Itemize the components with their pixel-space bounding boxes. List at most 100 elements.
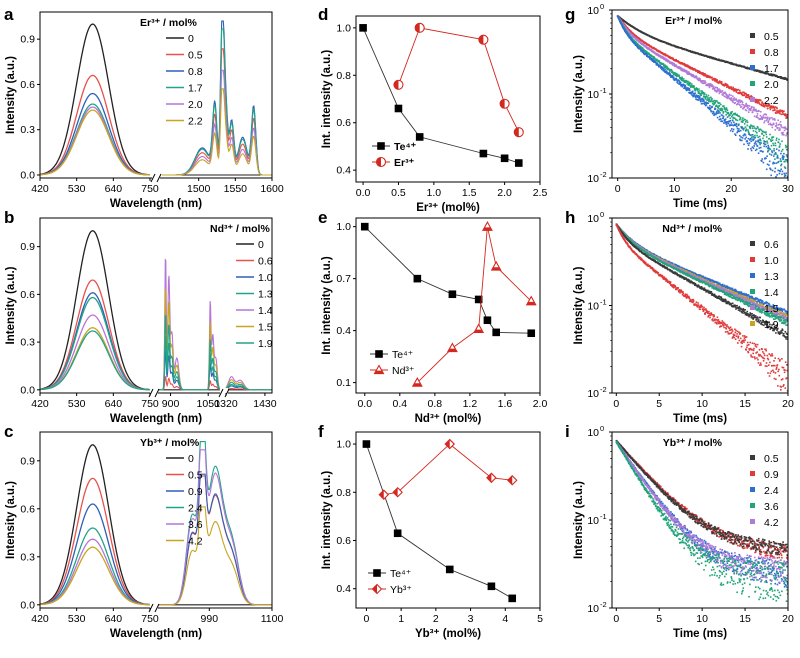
data-point	[710, 96, 712, 99]
data-point	[773, 150, 775, 152]
data-point	[738, 292, 741, 294]
data-point	[757, 304, 759, 307]
data-point	[785, 78, 788, 80]
data-point	[754, 136, 756, 139]
data-point	[780, 113, 783, 116]
data-point	[786, 310, 788, 313]
data-point	[778, 307, 780, 310]
data-point	[678, 75, 681, 78]
data-point	[715, 86, 717, 89]
data-point	[697, 78, 699, 80]
data-point	[725, 93, 727, 95]
legend-entry: 0	[258, 239, 264, 251]
x-tick-label: 0.0	[356, 187, 371, 199]
data-point	[765, 145, 768, 148]
data-point	[754, 130, 757, 133]
data-point	[780, 164, 782, 167]
legend-entry: 0.8	[188, 66, 203, 78]
data-point	[772, 105, 775, 108]
data-point	[707, 102, 709, 104]
data-point	[669, 55, 671, 58]
data-point	[730, 94, 732, 97]
data-point	[756, 102, 759, 104]
series-line-nir-0.9	[158, 473, 272, 606]
data-point	[716, 87, 718, 89]
data-point	[739, 139, 742, 142]
data-point	[731, 98, 733, 100]
data-point	[765, 305, 768, 307]
data-marker-fill	[514, 127, 519, 137]
data-point	[754, 141, 757, 144]
data-point	[782, 312, 784, 315]
data-point	[746, 302, 749, 305]
data-point	[737, 294, 740, 297]
data-point	[762, 102, 764, 105]
series-line-0	[40, 23, 150, 176]
x-tick-label: 1.2	[463, 398, 478, 410]
data-point	[783, 313, 786, 315]
data-point	[767, 305, 769, 307]
data-marker	[359, 24, 367, 32]
data-point	[745, 130, 747, 132]
data-point	[760, 308, 762, 310]
data-point	[746, 294, 748, 297]
y-tick-label-exponent: -1	[600, 86, 607, 95]
data-point	[745, 109, 748, 112]
data-point	[659, 256, 661, 259]
data-point	[688, 81, 690, 83]
data-point	[768, 118, 771, 120]
data-point	[723, 105, 725, 107]
data-point	[738, 123, 740, 125]
data-point	[678, 269, 680, 271]
data-point	[703, 281, 706, 284]
data-point	[679, 81, 682, 84]
data-point	[700, 103, 703, 105]
data-point	[746, 304, 749, 307]
data-point	[655, 62, 657, 64]
data-point	[755, 100, 758, 102]
data-point	[686, 64, 689, 67]
y-tick-label: 0.9	[20, 455, 35, 467]
x-tick-label: 1.6	[498, 398, 513, 410]
x-tick-label: 20	[725, 183, 737, 195]
data-point	[786, 161, 788, 163]
data-point	[715, 112, 717, 115]
data-point	[689, 86, 692, 88]
legend-entry: 1.9	[258, 338, 273, 350]
data-point	[726, 97, 728, 99]
data-point	[711, 84, 714, 86]
data-point	[747, 144, 750, 146]
data-point	[766, 142, 769, 144]
data-point	[753, 138, 755, 141]
data-point	[772, 310, 775, 313]
data-point	[747, 299, 750, 302]
data-point	[684, 87, 686, 90]
data-point	[760, 104, 763, 107]
data-point	[786, 116, 788, 119]
data-point	[708, 97, 711, 99]
data-point	[669, 74, 671, 77]
data-point	[629, 32, 631, 34]
y-tick-label: 0.8	[336, 487, 351, 499]
data-point	[767, 310, 770, 313]
data-point	[762, 103, 765, 106]
data-point	[671, 62, 673, 64]
data-point	[657, 64, 660, 66]
data-point	[707, 280, 709, 282]
data-point	[691, 94, 693, 96]
data-point	[631, 39, 633, 41]
data-point	[776, 174, 778, 176]
panel-d: 0.0 0.5 1.0 1.5 2.0 2.50.40.60.81.0Te⁴⁺Er³⁺Er…	[318, 5, 547, 214]
data-point	[675, 72, 677, 75]
series-line-0.5	[40, 74, 150, 176]
data-point	[703, 100, 705, 102]
data-point	[782, 77, 785, 79]
legend-title: Nd³⁺ / mol%	[210, 223, 270, 235]
y-tick-label: 1.0	[336, 439, 351, 451]
legend-entry: 0.5	[764, 31, 779, 43]
data-point	[724, 84, 726, 87]
data-point	[767, 105, 770, 107]
data-point	[786, 312, 788, 314]
x-tick-label: 640	[105, 183, 123, 195]
data-point	[689, 270, 691, 272]
